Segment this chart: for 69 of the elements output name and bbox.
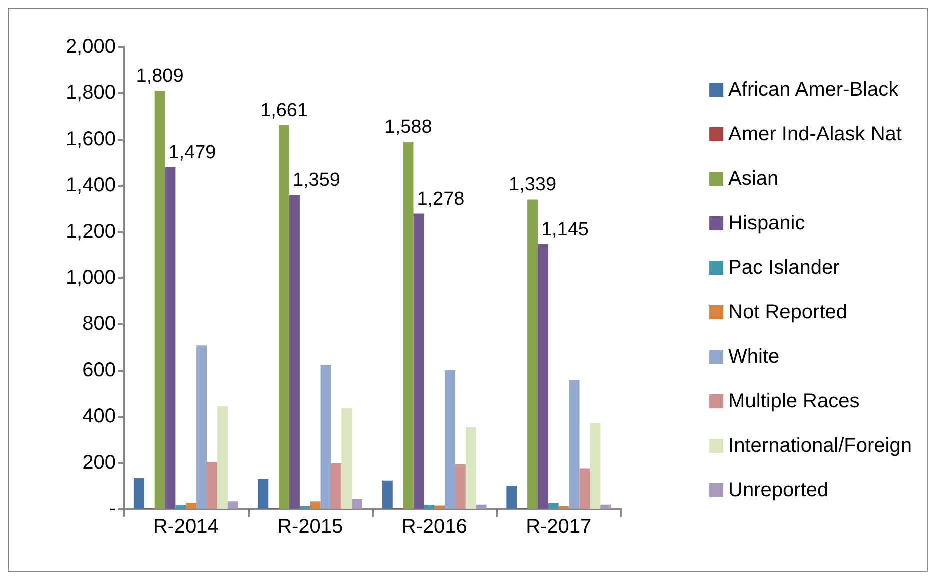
- y-tick-label: 400: [82, 406, 116, 428]
- bar: [580, 468, 590, 509]
- x-tick-label: R-2014: [153, 516, 219, 538]
- legend-label: Pac Islander: [728, 257, 840, 279]
- y-tick-label: 600: [82, 359, 116, 382]
- bar: [600, 504, 612, 509]
- bar: [331, 463, 342, 509]
- bar: [558, 506, 570, 509]
- bar: [134, 478, 144, 509]
- x-tick-label: R-2015: [278, 516, 344, 538]
- bar: [342, 408, 352, 509]
- x-tick-label: R-2017: [526, 516, 592, 538]
- bar: [445, 370, 456, 509]
- bar: [414, 214, 424, 509]
- bar: [424, 505, 435, 509]
- bar: [538, 244, 548, 509]
- data-label: 1,809: [136, 66, 184, 88]
- bar: [506, 486, 518, 509]
- y-tick-label: -: [109, 498, 116, 520]
- bar: [456, 464, 466, 509]
- bar: [320, 366, 332, 509]
- bar: [548, 503, 559, 509]
- y-tick-label: 1,200: [66, 220, 116, 243]
- bar: [165, 167, 176, 509]
- data-label: 1,339: [509, 174, 557, 196]
- bar: [154, 91, 166, 509]
- bar: [476, 504, 487, 509]
- bar: [352, 499, 363, 509]
- bar: [403, 142, 414, 509]
- legend-label: White: [728, 346, 780, 368]
- bar: [228, 502, 238, 509]
- data-label: 1,278: [417, 188, 465, 210]
- legend-label: Not Reported: [728, 302, 848, 324]
- data-label: 1,145: [541, 220, 589, 241]
- bar: [528, 200, 538, 509]
- y-tick-label: 200: [82, 452, 116, 474]
- data-label: 1,479: [168, 142, 216, 164]
- y-tick-label: 1,800: [66, 82, 116, 104]
- y-tick-label: 800: [82, 313, 116, 336]
- bar: [382, 480, 393, 509]
- x-tick-label: R-2016: [402, 516, 468, 538]
- y-tick-label: 1,000: [66, 267, 116, 289]
- data-label: 1,359: [292, 170, 340, 192]
- bar: [466, 427, 476, 509]
- data-label: 1,661: [260, 100, 308, 122]
- legend-label: Asian: [728, 168, 779, 190]
- bar: [290, 195, 300, 509]
- y-tick-label: 1,600: [66, 128, 116, 150]
- legend-label: African Amer-Black: [728, 79, 900, 101]
- y-tick-label: 1,400: [66, 174, 116, 197]
- legend-label: Unreported: [728, 480, 829, 502]
- legend-label: Hispanic: [728, 212, 806, 234]
- bar: [176, 505, 186, 509]
- bar: [590, 423, 601, 509]
- legend-label: International/Foreign: [728, 435, 912, 457]
- bar: [310, 502, 321, 509]
- bar: [217, 406, 228, 509]
- legend-label: Multiple Races: [728, 390, 860, 412]
- bar: [279, 125, 290, 509]
- bar: [569, 380, 580, 509]
- data-label: 1,588: [384, 117, 432, 138]
- bar: [196, 346, 207, 509]
- legend-label: Amer Ind-Alask Nat: [728, 124, 902, 146]
- bar: [186, 502, 197, 509]
- bar: [207, 462, 218, 509]
- bar: [258, 479, 269, 509]
- y-tick-label: 2,000: [66, 36, 116, 58]
- bar: [300, 506, 310, 509]
- bar: [434, 506, 446, 509]
